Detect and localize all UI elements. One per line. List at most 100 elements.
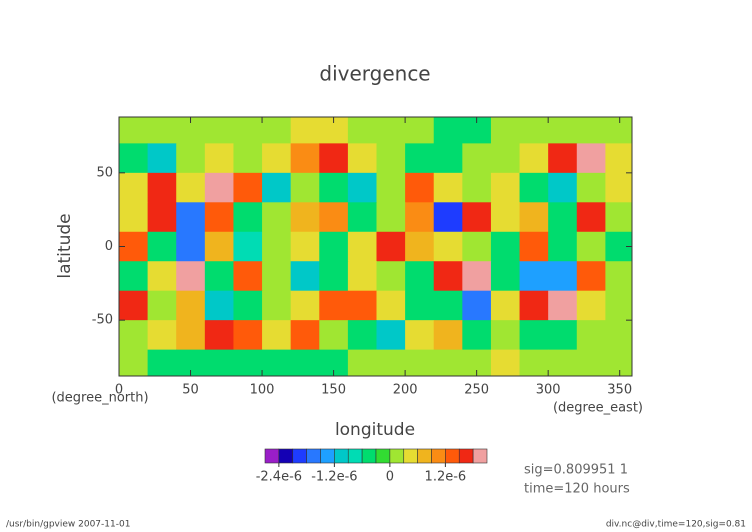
contour-cell [376, 172, 406, 203]
contour-cell [262, 143, 292, 174]
contour-cell [233, 231, 263, 262]
contour-cell [319, 320, 349, 351]
y-tick-label: 0 [105, 239, 113, 254]
contour-cell [347, 231, 378, 262]
contour-cell [233, 117, 263, 144]
contour-cell [376, 261, 406, 292]
footer: /usr/bin/gpview 2007-11-01 [6, 520, 130, 530]
contour-cell [519, 143, 549, 174]
contour-cell [290, 143, 320, 174]
contour-cell [519, 231, 549, 262]
contour-cell [376, 231, 406, 262]
contour-cell [405, 231, 435, 262]
contour-cell [576, 290, 606, 321]
contour-cell [462, 261, 492, 292]
contour-cell [262, 349, 292, 376]
contour-cell [490, 202, 521, 233]
contour-cell [347, 261, 378, 292]
contour-cell [376, 117, 406, 144]
x-axis-unit: (degree_east) [553, 401, 643, 416]
contour-cell [576, 117, 606, 144]
contour-cell [290, 172, 320, 203]
contour-cell [405, 290, 435, 321]
x-tick-label: 100 [250, 383, 275, 398]
contour-cell [233, 202, 263, 233]
contour-cell [490, 172, 521, 203]
contour-cell [376, 320, 406, 351]
contour-cell [405, 261, 435, 292]
contour-cell [147, 290, 177, 321]
contour-cell [147, 172, 177, 203]
colorbar-box [361, 448, 377, 464]
contour-cell [119, 143, 149, 174]
contour-cell [576, 202, 606, 233]
contour-cell [176, 143, 206, 174]
contour-cell [576, 261, 606, 292]
contour-cell [462, 143, 492, 174]
contour-cell [405, 320, 435, 351]
contour-cell [233, 349, 263, 376]
contour-cell [548, 290, 578, 321]
contour-cell [262, 202, 292, 233]
contour-cell [204, 349, 234, 376]
contour-cell [376, 349, 406, 376]
colorbar-box [431, 448, 446, 464]
contour-cell [548, 117, 578, 144]
contour-cell [204, 290, 234, 321]
x-tick-label: 250 [464, 383, 489, 398]
contour-cell [462, 320, 492, 351]
colorbar-box [472, 448, 488, 464]
contour-cell [548, 231, 578, 262]
contour-cell [262, 320, 292, 351]
contour-cell [405, 172, 435, 203]
contour-cell [290, 320, 320, 351]
contour-cell [490, 143, 521, 174]
contour-cell [576, 320, 606, 351]
colorbar-box [278, 448, 294, 464]
contour-cell [262, 231, 292, 262]
contour-cell [605, 349, 632, 376]
contour-cell [462, 202, 492, 233]
contour-cell [548, 143, 578, 174]
contour-cell [548, 202, 578, 233]
contour-cell [433, 231, 463, 262]
contour-cell [462, 172, 492, 203]
contour-cell [376, 143, 406, 174]
contour-cell [405, 117, 435, 144]
contour-cell [347, 172, 378, 203]
colorbar-box [403, 448, 418, 464]
contour-cell [262, 290, 292, 321]
contour-cell [204, 231, 234, 262]
contour-cell [433, 290, 463, 321]
note: time=120 hours [524, 482, 630, 497]
contour-cell [147, 349, 177, 376]
contour-cell [576, 231, 606, 262]
x-axis-label: longitude [335, 420, 415, 440]
contour-cell [147, 117, 177, 144]
colorbar-box [458, 448, 474, 464]
contour-cell [119, 320, 149, 351]
colorbar-tick-label: 0 [386, 470, 394, 485]
colorbar-tick-label: -2.4e-6 [256, 470, 302, 485]
x-tick-label: 200 [393, 383, 418, 398]
field [119, 117, 632, 376]
contour-cell [519, 290, 549, 321]
contour-cell [233, 172, 263, 203]
contour-cell [147, 261, 177, 292]
contour-cell [204, 117, 234, 144]
contour-cell [119, 261, 149, 292]
contour-cell [147, 320, 177, 351]
y-axis-label: latitude [55, 213, 75, 278]
contour-cell [347, 349, 378, 376]
contour-cell [490, 349, 521, 376]
contour-cell [319, 172, 349, 203]
colorbar-box [292, 448, 307, 464]
contour-cell [433, 349, 463, 376]
colorbar-tick-label: 1.2e-6 [425, 470, 467, 485]
colorbar-box [334, 448, 349, 464]
contour-cell [347, 143, 378, 174]
contour-cell [405, 202, 435, 233]
contour-cell [347, 202, 378, 233]
contour-cell [119, 349, 149, 376]
